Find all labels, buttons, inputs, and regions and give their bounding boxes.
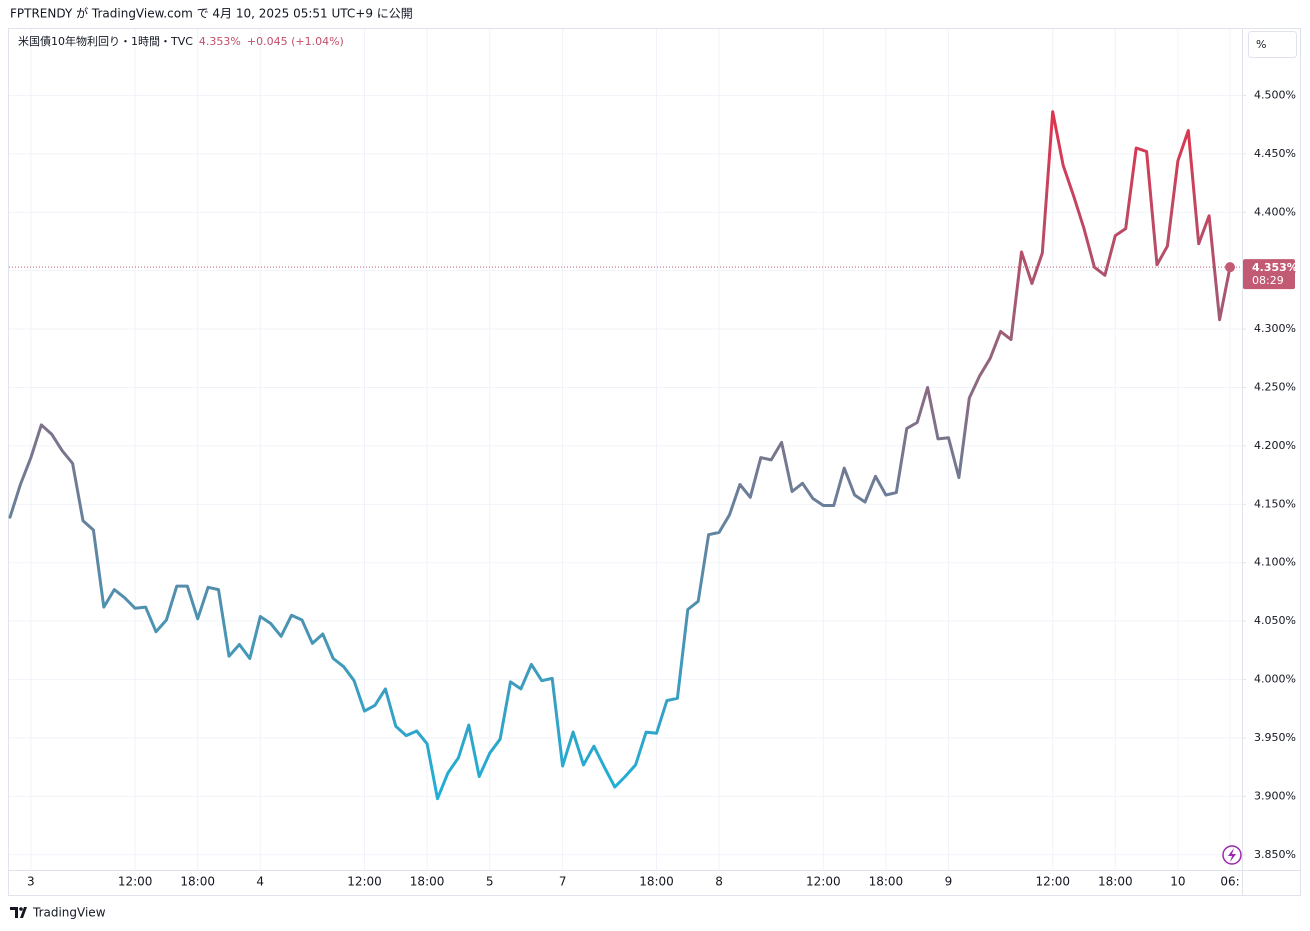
legend-price: 4.353% xyxy=(199,35,241,48)
plot xyxy=(8,110,1232,801)
y-tick-label: 4.150% xyxy=(1254,497,1296,510)
price-label: 4.353% xyxy=(1252,261,1298,274)
x-tick-label: 7 xyxy=(559,875,567,889)
y-tick-label: 3.900% xyxy=(1254,789,1296,802)
unit-button-label[interactable]: % xyxy=(1256,38,1266,51)
footer-brand: TradingView xyxy=(32,906,106,920)
header: FPTRENDY が TradingView.com で 4月 10, 2025… xyxy=(10,6,413,21)
legend-name: 米国債10年物利回り・1時間・TVC xyxy=(18,34,193,48)
price-label-box xyxy=(1243,259,1295,290)
y-tick-label: 3.950% xyxy=(1254,731,1296,744)
x-tick-label: 9 xyxy=(945,875,953,889)
x-tick-label: 06: xyxy=(1220,875,1239,889)
y-tick-label: 4.200% xyxy=(1254,439,1296,452)
y-tick-label: 4.450% xyxy=(1254,147,1296,160)
last-point xyxy=(1225,262,1235,273)
series-line xyxy=(8,110,1232,801)
grid xyxy=(9,29,1242,870)
x-tick-label: 12:00 xyxy=(1035,875,1070,889)
y-tick-label: 4.500% xyxy=(1254,88,1296,101)
tv-logo xyxy=(10,907,27,918)
x-tick-label: 18:00 xyxy=(639,875,674,889)
y-tick-label: 4.000% xyxy=(1254,673,1296,686)
legend-change: +0.045 (+1.04%) xyxy=(247,35,344,48)
x-tick-label: 8 xyxy=(715,875,723,889)
x-tick-label: 12:00 xyxy=(806,875,841,889)
x-tick-label: 4 xyxy=(256,875,264,889)
lightning-bolt xyxy=(1228,848,1236,862)
y-tick-label: 4.250% xyxy=(1254,380,1296,393)
x-tick-label: 10 xyxy=(1170,875,1185,889)
lightning-icon[interactable] xyxy=(1222,845,1242,865)
legend: 米国債10年物利回り・1時間・TVC 4.353% +0.045 (+1.04%) xyxy=(18,34,344,48)
y-tick-label: 4.100% xyxy=(1254,556,1296,569)
price-countdown: 08:29 xyxy=(1252,274,1284,287)
x-tick-label: 12:00 xyxy=(347,875,382,889)
logo-mark xyxy=(10,907,27,918)
x-tick-label: 18:00 xyxy=(180,875,215,889)
x-tick-label: 18:00 xyxy=(869,875,904,889)
unit-button[interactable] xyxy=(1248,31,1297,58)
y-tick-label: 4.400% xyxy=(1254,205,1296,218)
x-tick-label: 18:00 xyxy=(1098,875,1133,889)
chart-frame xyxy=(8,28,1301,896)
x-tick-label: 5 xyxy=(486,875,494,889)
x-tick-label: 12:00 xyxy=(118,875,153,889)
y-tick-label: 4.300% xyxy=(1254,322,1296,335)
y-tick-label: 3.850% xyxy=(1254,848,1296,861)
x-tick-label: 3 xyxy=(27,875,35,889)
y-tick-label: 4.050% xyxy=(1254,614,1296,627)
x-tick-label: 18:00 xyxy=(410,875,445,889)
logo-dot xyxy=(19,907,23,911)
